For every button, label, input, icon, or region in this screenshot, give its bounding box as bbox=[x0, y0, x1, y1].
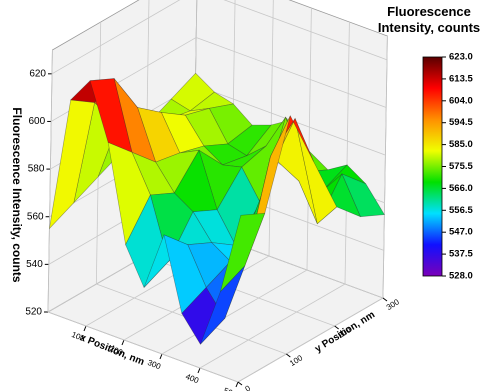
surface-patch bbox=[220, 212, 266, 292]
z-tick-label: 560 bbox=[27, 211, 44, 222]
x-tick bbox=[197, 367, 201, 374]
x-tick bbox=[121, 339, 125, 346]
z-tick-label: 620 bbox=[29, 68, 46, 79]
x-tick-label: 500 bbox=[222, 386, 238, 391]
colorbar-tick-label: 547.0 bbox=[449, 227, 473, 238]
y-tick bbox=[334, 325, 339, 330]
grid-line bbox=[196, 37, 387, 108]
x-tick bbox=[159, 353, 163, 360]
colorbar-tick-label: 537.5 bbox=[449, 249, 473, 260]
grid-line bbox=[306, 7, 312, 271]
y-tick-label: 100 bbox=[288, 353, 305, 368]
y-tick bbox=[382, 297, 388, 302]
colorbar-tick-label: 613.5 bbox=[449, 73, 473, 84]
z-axis-label: Fluorescence Intensity, counts bbox=[10, 107, 24, 282]
colorbar-tick-label: 566.0 bbox=[449, 183, 473, 194]
z-tick-label: 540 bbox=[26, 259, 43, 270]
grid-line bbox=[223, 0, 388, 61]
grid-line bbox=[47, 311, 239, 383]
colorbar-title: Fluorescence Intensity, counts bbox=[377, 4, 481, 35]
y-tick-label: 300 bbox=[385, 297, 402, 312]
z-tick-label: 520 bbox=[25, 307, 42, 318]
grid-line bbox=[237, 297, 384, 383]
surface-patch bbox=[341, 173, 385, 218]
colorbar-tick-label: 585.0 bbox=[449, 139, 473, 150]
grid-line bbox=[344, 21, 350, 285]
y-tick bbox=[286, 353, 291, 358]
colorbar-tick-label: 594.5 bbox=[449, 117, 473, 128]
colorbar bbox=[422, 56, 443, 277]
colorbar-tick-label: 528.0 bbox=[449, 271, 473, 282]
grid-line bbox=[51, 0, 181, 75]
surface-patch bbox=[270, 115, 314, 162]
colorbar-tick-label: 575.5 bbox=[449, 161, 473, 172]
z-tick-label: 580 bbox=[28, 164, 45, 175]
colorbar-tick-label: 604.0 bbox=[449, 95, 473, 106]
x-tick bbox=[83, 325, 87, 332]
y-tick bbox=[237, 381, 243, 386]
y-tick-label: 0 bbox=[244, 383, 253, 391]
x-tick bbox=[235, 381, 239, 388]
x-tick-label: 400 bbox=[184, 372, 200, 386]
grid-line bbox=[47, 49, 53, 313]
colorbar-tick-label: 556.5 bbox=[449, 205, 473, 216]
colorbar-tick-label: 623.0 bbox=[449, 52, 473, 63]
grid-line bbox=[382, 35, 388, 299]
grid-line bbox=[199, 283, 346, 369]
z-tick-label: 600 bbox=[29, 116, 46, 127]
grid-line bbox=[161, 269, 308, 355]
x-tick-label: 300 bbox=[146, 358, 162, 372]
